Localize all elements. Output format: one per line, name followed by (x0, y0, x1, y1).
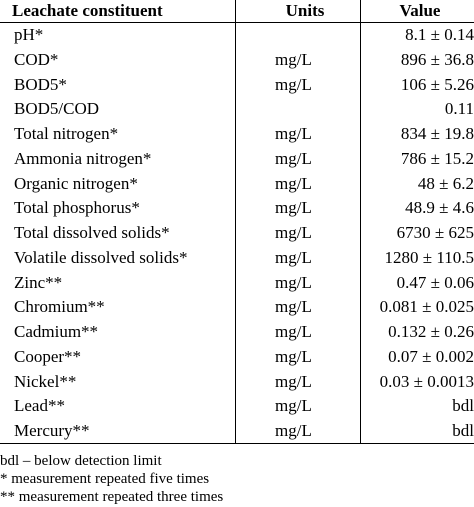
units-cell: mg/L (275, 421, 312, 440)
units-cell: mg/L (275, 322, 312, 341)
units-cell: mg/L (275, 346, 312, 366)
footnote: ** measurement repeated three times (0, 489, 224, 505)
value-cell: 8.1 ± 0.14 (405, 25, 474, 44)
units-cell: mg/L (275, 223, 312, 242)
value-cell: 0.47 ± 0.06 (396, 272, 474, 292)
constituent-cell: Cooper** (14, 346, 82, 366)
units-cell: mg/L (275, 272, 312, 292)
value-cell: 786 ± 15.2 (400, 148, 474, 168)
value-cell: 834 ± 19.8 (400, 124, 474, 143)
header-cell: Value (399, 1, 441, 20)
bottom-rule (0, 443, 474, 444)
constituent-cell: BOD5/COD (14, 99, 100, 119)
value-cell: 1280 ± 110.5 (384, 247, 474, 267)
header-cell: Leachate constituent (12, 1, 163, 20)
value-cell: 896 ± 36.8 (400, 49, 474, 69)
constituent-cell: Total nitrogen* (14, 124, 119, 143)
value-cell: 106 ± 5.26 (400, 74, 474, 94)
value-cell: 48.9 ± 4.6 (405, 198, 474, 218)
constituent-cell: Zinc** (14, 272, 63, 292)
constituent-cell: Total dissolved solids* (14, 223, 170, 242)
constituent-cell: Ammonia nitrogen* (14, 148, 152, 168)
footnote: bdl – below detection limit (0, 453, 162, 469)
value-cell: bdl (452, 396, 474, 416)
constituent-cell: COD* (14, 49, 59, 69)
units-cell: mg/L (275, 396, 312, 416)
units-cell: mg/L (275, 148, 312, 168)
units-cell: mg/L (275, 124, 312, 143)
constituent-cell: pH* (14, 25, 44, 44)
constituent-cell: Total phosphorus* (14, 198, 140, 218)
units-cell: mg/L (275, 297, 312, 317)
constituent-cell: Volatile dissolved solids* (14, 247, 188, 267)
constituent-cell: Organic nitrogen* (14, 173, 138, 193)
constituent-cell: Mercury** (14, 421, 90, 440)
value-cell: 0.07 ± 0.002 (388, 346, 474, 366)
units-cell: mg/L (275, 173, 312, 193)
units-cell: mg/L (275, 49, 312, 69)
units-cell: mg/L (275, 247, 312, 267)
value-cell: 0.132 ± 0.26 (388, 322, 474, 341)
header-rule (0, 22, 474, 23)
constituent-cell: Chromium** (14, 297, 105, 317)
value-cell: bdl (452, 421, 474, 440)
column-rule (235, 0, 236, 444)
value-cell: 48 ± 6.2 (417, 173, 474, 193)
value-cell: 0.081 ± 0.025 (379, 297, 474, 317)
units-cell: mg/L (275, 371, 312, 391)
constituent-cell: Lead** (14, 396, 65, 416)
units-cell: mg/L (275, 74, 312, 94)
constituent-cell: Nickel** (14, 371, 77, 391)
constituent-cell: Cadmium** (14, 322, 99, 341)
header-cell: Units (285, 1, 325, 20)
units-cell: mg/L (275, 198, 312, 218)
column-rule (360, 0, 361, 444)
footnote: * measurement repeated five times (0, 471, 210, 487)
value-cell: 0.03 ± 0.0013 (379, 371, 474, 391)
value-cell: 6730 ± 625 (396, 223, 474, 242)
constituent-cell: BOD5* (14, 74, 67, 94)
value-cell: 0.11 (444, 99, 474, 119)
